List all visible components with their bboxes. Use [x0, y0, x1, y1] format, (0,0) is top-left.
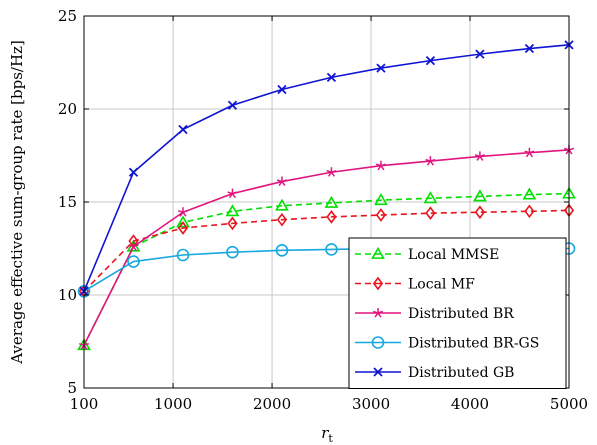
legend-label-distributed-gb: Distributed GB — [408, 365, 514, 381]
x-tick-label: 100 — [70, 395, 99, 413]
data-point-distributed-br-gs — [226, 245, 239, 259]
data-point-distributed-br — [474, 151, 485, 161]
data-point-distributed-gb — [326, 72, 337, 83]
data-point-distributed-gb — [178, 124, 188, 135]
legend-label-local-mmse: Local MMSE — [408, 247, 499, 263]
y-tick-label: 5 — [67, 379, 77, 397]
data-point-local-mf — [474, 205, 486, 220]
x-axis-label: rt — [321, 424, 333, 445]
x-tick-label: 3000 — [352, 395, 390, 413]
data-point-local-mf — [375, 208, 387, 222]
data-point-distributed-br — [524, 147, 535, 158]
data-point-distributed-br-gs — [127, 255, 140, 268]
data-point-distributed-br-gs — [275, 244, 289, 257]
y-tick-label: 25 — [58, 7, 77, 25]
data-point-distributed-br — [227, 188, 238, 199]
y-tick-label: 15 — [58, 193, 77, 211]
data-point-distributed-br — [425, 156, 436, 166]
series-distributed-br — [79, 144, 574, 350]
data-point-distributed-gb — [425, 56, 436, 66]
data-point-local-mf — [177, 221, 189, 235]
series-line-local-mf — [83, 209, 570, 292]
legend-label-distributed-br-gs: Distributed BR-GS — [408, 336, 539, 352]
legend-marker-distributed-br — [373, 308, 383, 318]
legend-label-distributed-br: Distributed BR — [408, 306, 514, 322]
legend-marker-distributed-br-gs — [371, 336, 385, 349]
legend-marker-distributed-gb — [373, 367, 383, 377]
data-point-local-mmse — [522, 187, 537, 200]
x-tick-label: 2000 — [253, 395, 291, 413]
y-tick-label: 20 — [58, 100, 77, 118]
data-point-local-mmse — [275, 198, 289, 211]
y-axis-label: Average effective sum-group rate [bps/Hz… — [8, 40, 26, 365]
series-line-local-mmse — [83, 192, 570, 346]
data-point-distributed-br-gs — [176, 248, 190, 262]
data-point-distributed-br — [276, 176, 287, 187]
y-tick-label: 10 — [58, 286, 77, 304]
data-point-distributed-br-gs — [325, 243, 338, 256]
data-point-distributed-gb — [376, 63, 386, 73]
legend-label-local-mf: Local MF — [408, 277, 475, 293]
data-point-distributed-gb — [227, 100, 238, 110]
x-tick-label: 1000 — [154, 395, 192, 413]
series-distributed-gb — [79, 40, 574, 296]
data-point-distributed-gb — [277, 84, 287, 95]
data-point-local-mf — [524, 204, 535, 219]
data-point-local-mmse — [423, 191, 438, 204]
data-point-local-mf — [425, 206, 436, 220]
x-tick-label: 5000 — [550, 395, 588, 413]
data-point-distributed-br — [326, 167, 337, 177]
legend-marker-local-mf — [372, 276, 384, 291]
data-point-local-mmse — [176, 215, 190, 228]
legend-marker-local-mmse — [371, 246, 385, 259]
data-point-local-mmse — [324, 195, 339, 208]
data-point-local-mf — [227, 216, 238, 231]
series-layer — [77, 40, 576, 351]
data-point-local-mmse — [374, 193, 388, 206]
data-point-local-mmse — [473, 189, 487, 202]
data-point-distributed-gb — [128, 167, 139, 177]
x-tick-label: 4000 — [451, 395, 489, 413]
data-point-distributed-gb — [524, 43, 535, 54]
data-point-local-mmse — [225, 204, 240, 217]
data-point-distributed-br — [128, 241, 139, 252]
data-point-distributed-br — [177, 207, 188, 217]
tick-layer: 100 1000 2000 3000 4000 5000 5 10 15 20 25 — [58, 7, 588, 413]
data-point-local-mf — [326, 210, 337, 224]
data-point-distributed-gb — [475, 49, 485, 59]
data-point-local-mf — [276, 212, 288, 227]
legend: Local MMSE Local MF Distributed BR Distribu… — [348, 237, 567, 389]
data-point-distributed-br — [375, 160, 386, 171]
